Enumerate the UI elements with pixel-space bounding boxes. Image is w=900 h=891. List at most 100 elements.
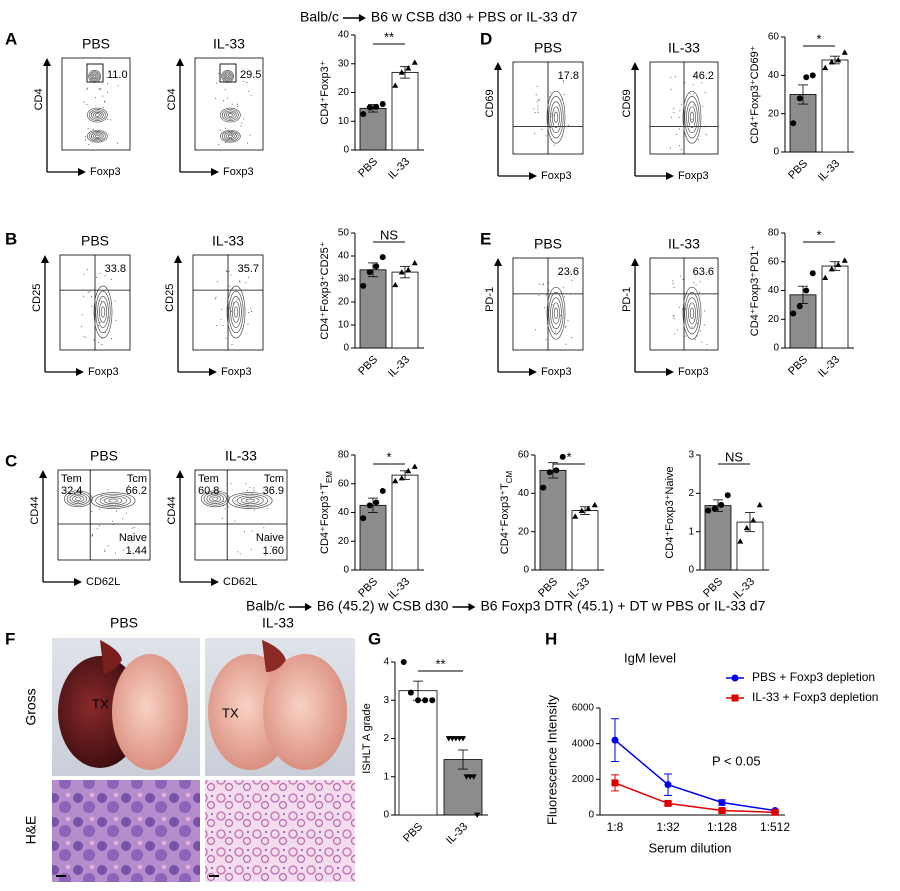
- event-dot: [83, 335, 85, 337]
- contour: [689, 111, 695, 123]
- event-dot: [86, 89, 88, 91]
- point: [474, 812, 481, 818]
- event-dot: [241, 122, 243, 124]
- event-dot: [90, 296, 92, 298]
- event-dot: [236, 105, 238, 107]
- event-dot: [536, 85, 538, 87]
- point: [366, 269, 373, 276]
- plot-frame: [61, 57, 131, 151]
- flow-title: PBS: [534, 236, 562, 252]
- contour: [682, 90, 702, 144]
- contour: [223, 72, 232, 81]
- event-dot: [104, 275, 106, 277]
- event-dot: [115, 320, 117, 322]
- event-dot: [248, 90, 250, 92]
- event-dot: [99, 525, 101, 527]
- flow-ylabel: PD-1: [621, 287, 633, 312]
- y-tick-label: 60: [518, 450, 530, 461]
- point: [611, 736, 619, 744]
- y-tick-label: 80: [768, 228, 780, 239]
- event-dot: [215, 97, 217, 99]
- event-dot: [538, 295, 540, 297]
- event-dot: [95, 97, 97, 99]
- contour: [228, 290, 244, 334]
- header-text: B6 w CSB d30 + PBS or IL-33 d7: [371, 9, 578, 25]
- arrow-head: [494, 62, 502, 70]
- header-text: Balb/c: [246, 598, 285, 614]
- contour: [228, 113, 233, 117]
- event-dot: [229, 285, 231, 287]
- flow-xlabel: Foxp3: [678, 170, 709, 182]
- bar: [539, 469, 567, 571]
- contour: [226, 74, 230, 78]
- contour: [546, 90, 566, 144]
- bar: [704, 505, 732, 571]
- panel-label: D: [480, 29, 492, 48]
- event-dot: [250, 310, 252, 312]
- event-dot: [264, 554, 266, 556]
- event-dot: [86, 87, 88, 89]
- event-dot: [215, 325, 217, 327]
- point: [546, 469, 553, 476]
- point: [809, 270, 816, 277]
- event-dot: [100, 300, 102, 302]
- point: [405, 65, 412, 71]
- event-dot: [114, 300, 116, 302]
- event-dot: [80, 326, 82, 328]
- y-axis-label: ISHLT A grade: [361, 703, 373, 774]
- y-label-main: CD4⁺Foxp3⁺CD25⁺: [319, 241, 331, 339]
- contour: [63, 490, 93, 508]
- y-tick-label: 20: [768, 314, 780, 325]
- y-label-main: CD4⁺Foxp3⁺T: [319, 483, 331, 554]
- flow-ylabel: CD25: [31, 284, 43, 312]
- contour: [88, 70, 101, 83]
- event-dot: [706, 271, 708, 273]
- event-dot: [237, 551, 239, 553]
- contour: [686, 297, 698, 330]
- contour: [230, 296, 242, 328]
- y-tick-label: 20: [768, 108, 780, 119]
- y-tick-label: 30: [338, 58, 350, 69]
- contour: [104, 497, 123, 505]
- point: [790, 310, 797, 317]
- event-dot: [562, 81, 564, 83]
- event-dot: [231, 344, 233, 346]
- event-dot: [246, 82, 248, 84]
- y-label-sub: CM: [505, 470, 514, 483]
- legend-marker: [731, 694, 739, 702]
- flow-xlabel: Foxp3: [90, 166, 121, 178]
- point: [578, 507, 585, 513]
- x-tick-label: 1:8: [607, 820, 624, 834]
- event-dot: [706, 343, 708, 345]
- event-dot: [100, 88, 102, 90]
- contour: [220, 107, 241, 123]
- event-dot: [92, 128, 94, 130]
- point: [841, 49, 848, 55]
- flow-ylabel: CD69: [484, 89, 496, 117]
- bar: [821, 59, 849, 153]
- event-dot: [265, 537, 267, 539]
- bar: [398, 690, 438, 816]
- x-tick-label: IL-33: [816, 354, 842, 380]
- point: [392, 281, 399, 288]
- contour: [689, 307, 695, 319]
- point: [796, 95, 803, 102]
- event-dot: [672, 283, 674, 285]
- y-label-main: CD4⁺Foxp3⁺CD69⁺: [749, 45, 761, 143]
- event-dot: [567, 320, 569, 322]
- event-dot: [694, 338, 696, 340]
- flow-title: PBS: [82, 36, 110, 52]
- event-dot: [232, 302, 234, 304]
- flow-xlabel: Foxp3: [541, 170, 572, 182]
- gate-value: 35.7: [238, 263, 259, 275]
- event-dot: [249, 486, 251, 488]
- y-label-main: CD4⁺Foxp3⁺PD1⁺: [749, 245, 761, 337]
- event-dot: [677, 329, 679, 331]
- event-dot: [536, 101, 538, 103]
- event-dot: [548, 96, 550, 98]
- quadrant-value: 32.4: [61, 485, 82, 497]
- point: [470, 774, 477, 780]
- arrow-head: [211, 578, 219, 586]
- point: [664, 781, 672, 789]
- event-dot: [674, 333, 676, 335]
